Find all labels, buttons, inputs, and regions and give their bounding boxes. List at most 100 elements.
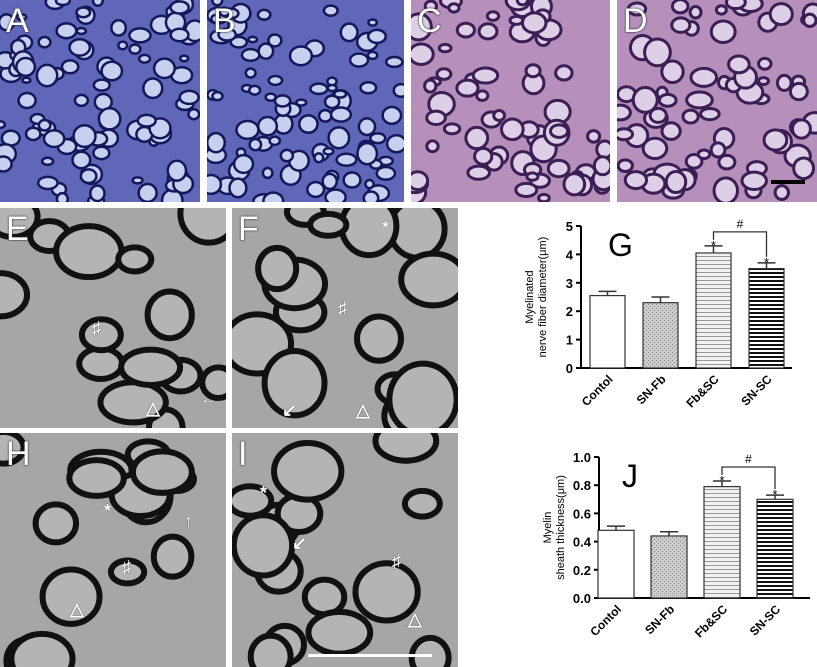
axon: [324, 188, 347, 202]
axon: [92, 145, 111, 161]
axon: [42, 129, 66, 149]
axon: [298, 114, 319, 134]
micrograph-c: C: [411, 0, 610, 202]
axon: [207, 173, 223, 196]
axon: [232, 512, 296, 579]
axon: [790, 118, 812, 140]
panel-label: D: [623, 2, 648, 40]
axon: [520, 11, 548, 35]
axon: [129, 448, 195, 496]
axon: [144, 288, 195, 342]
axon: [54, 0, 72, 7]
axon: [411, 12, 433, 42]
panel-label: E: [6, 210, 29, 248]
micrograph-d: D: [617, 0, 817, 202]
axon: [524, 63, 542, 79]
axon: [72, 124, 97, 149]
axon: [447, 2, 461, 14]
axon: [709, 141, 727, 159]
axon: [788, 81, 809, 102]
axon: [727, 54, 751, 75]
axon: [699, 106, 721, 122]
axon: [91, 0, 104, 7]
axon: [137, 53, 152, 64]
y-axis-label-line: nerve fiber diameter(μm): [537, 237, 549, 358]
axon: [372, 433, 440, 464]
axon: [455, 78, 480, 98]
axon: [670, 16, 692, 34]
axon: [248, 137, 263, 152]
axon: [0, 270, 31, 320]
axon: [169, 0, 190, 15]
axon: [357, 117, 377, 137]
axon: [211, 90, 224, 102]
x-tick-label: Fb&SC: [692, 602, 730, 640]
axon: [740, 170, 768, 192]
axon: [152, 57, 176, 80]
axon: [617, 103, 632, 122]
axon: [348, 52, 370, 68]
y-tick-label: 4: [566, 247, 574, 262]
axon: [37, 35, 52, 49]
x-tick-label: Contol: [587, 602, 624, 639]
axon: [166, 159, 188, 182]
axon: [55, 22, 78, 40]
axon: [313, 152, 325, 164]
axon: [217, 27, 237, 42]
axon: [466, 164, 492, 181]
star-marker: *: [104, 501, 112, 521]
scale-bar: [308, 654, 432, 657]
y-axis-label-line: Myelin: [542, 512, 554, 544]
x-tick-label: Fb&SC: [683, 372, 721, 410]
axon: [327, 126, 351, 150]
axon: [142, 77, 164, 100]
y-tick-label: 0.8: [573, 478, 591, 493]
micrograph-i: I ♯ * △ ↙: [232, 433, 458, 667]
axon: [631, 86, 659, 114]
axon: [660, 121, 682, 141]
axon: [262, 191, 285, 202]
axon: [329, 106, 353, 123]
axon: [366, 50, 379, 61]
axon: [714, 4, 728, 16]
micrograph-e: E ♯ △ ←: [0, 208, 226, 428]
axon: [442, 122, 462, 136]
y-axis-label-line: sheath thickness(μm): [555, 475, 567, 580]
y-tick-label: 1.0: [573, 450, 591, 465]
axon: [688, 5, 703, 20]
chart-g: G 0 1 2 3 4 5 Myelinatednerve fiber diameter(μm…: [524, 217, 792, 410]
axon: [322, 4, 339, 17]
axon: [500, 117, 525, 142]
axon: [110, 18, 128, 37]
hash-marker: ♯: [338, 298, 347, 318]
axon: [696, 148, 712, 161]
axon: [657, 92, 678, 108]
axon: [78, 316, 124, 354]
hash-marker: ♯: [392, 551, 401, 571]
axon: [525, 171, 540, 182]
axon: [775, 73, 793, 92]
axon: [306, 180, 326, 199]
arrow-marker: ↙: [292, 533, 308, 553]
axon: [261, 347, 328, 419]
significance-star: *: [772, 487, 777, 502]
axon: [150, 533, 195, 580]
axon: [381, 105, 403, 125]
axon: [342, 171, 362, 189]
y-tick-label: 5: [566, 219, 573, 234]
axon: [218, 6, 231, 18]
axon: [425, 139, 440, 154]
axon: [717, 153, 737, 171]
axon: [21, 76, 32, 84]
axon: [592, 155, 610, 177]
significance-star: *: [719, 473, 724, 488]
star-marker: *: [260, 483, 268, 503]
y-tick-label: 1: [566, 333, 573, 348]
axon: [562, 172, 587, 197]
axon: [554, 64, 574, 82]
axon: [641, 136, 669, 161]
axon: [492, 109, 507, 122]
panel-label: A: [6, 2, 29, 40]
axon: [335, 152, 358, 167]
bar: [650, 535, 688, 599]
